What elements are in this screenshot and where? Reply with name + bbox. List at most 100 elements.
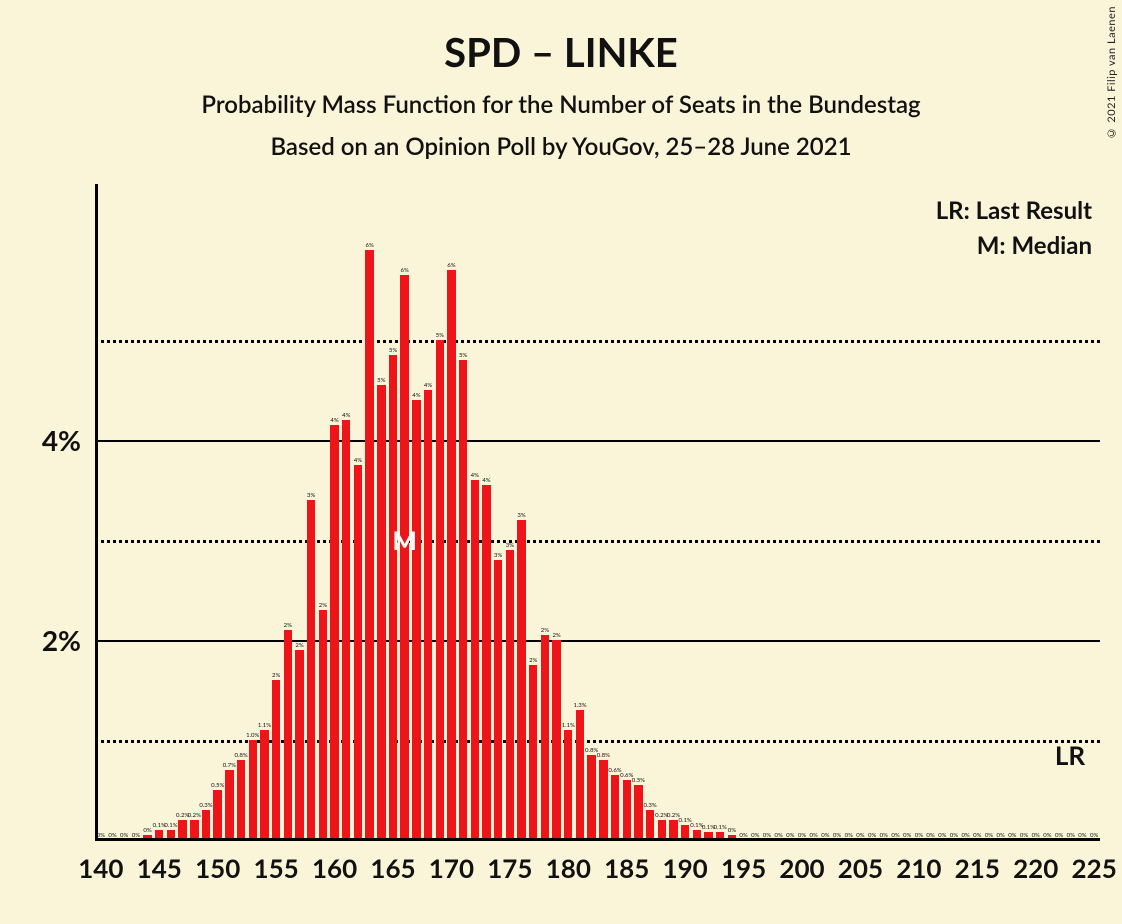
x-tick-label: 195 xyxy=(721,840,766,884)
bar: 1.0% xyxy=(249,740,257,840)
x-tick-label: 205 xyxy=(838,840,883,884)
bar-value-label: 0.3% xyxy=(643,803,656,810)
y-tick-label: 4% xyxy=(42,423,95,457)
x-tick-label: 190 xyxy=(663,840,708,884)
bar-value-label: 1.1% xyxy=(562,723,575,730)
legend-lr: LR: Last Result xyxy=(936,196,1092,225)
bar-value-label: 0.1% xyxy=(714,825,727,832)
gridline xyxy=(95,440,1100,442)
bar-value-label: 0.3% xyxy=(199,803,212,810)
bar: 0.3% xyxy=(646,810,654,840)
chart-subtitle-2: Based on an Opinion Poll by YouGov, 25–2… xyxy=(0,132,1122,161)
bar-value-label: 4% xyxy=(482,478,490,485)
bar-value-label: 0.5% xyxy=(211,783,224,790)
bar-value-label: 0% xyxy=(728,828,736,835)
bar-value-label: 6% xyxy=(401,268,409,275)
x-tick-label: 225 xyxy=(1072,840,1117,884)
x-tick-label: 175 xyxy=(487,840,532,884)
gridline xyxy=(95,340,1100,343)
bar-value-label: 4% xyxy=(412,393,420,400)
bar-value-label: 1.0% xyxy=(246,733,259,740)
bar: 2% xyxy=(529,665,537,840)
x-tick-label: 220 xyxy=(1013,840,1058,884)
legend: LR: Last Result M: Median xyxy=(936,196,1092,260)
bar-value-label: 5% xyxy=(377,378,385,385)
bar-value-label: 2% xyxy=(529,658,537,665)
bar: 2% xyxy=(541,635,549,840)
bar: 4% xyxy=(412,400,420,840)
bar: 2% xyxy=(272,680,280,840)
gridline xyxy=(95,640,1100,642)
bar-value-label: 0.8% xyxy=(234,753,247,760)
bar: 4% xyxy=(354,465,362,840)
bar-value-label: 3% xyxy=(494,553,502,560)
bar-value-label: 2% xyxy=(284,623,292,630)
bar-value-label: 5% xyxy=(389,348,397,355)
x-tick-label: 140 xyxy=(78,840,123,884)
bar: 0.2% xyxy=(190,820,198,840)
bar: 5% xyxy=(436,340,444,840)
x-tick-label: 165 xyxy=(370,840,415,884)
bar-value-label: 2% xyxy=(272,673,280,680)
bar-value-label: 2% xyxy=(319,603,327,610)
bar-value-label: 0.1% xyxy=(164,823,177,830)
bar-value-label: 0.7% xyxy=(223,763,236,770)
bar-value-label: 0.5% xyxy=(632,778,645,785)
bar: 5% xyxy=(459,360,467,840)
bar-value-label: 3% xyxy=(506,543,514,550)
bar: 6% xyxy=(365,250,373,840)
legend-m: M: Median xyxy=(936,231,1092,260)
chart-title: SPD – LINKE xyxy=(0,28,1122,76)
bar: 0.2% xyxy=(178,820,186,840)
bar: 0.8% xyxy=(237,760,245,840)
bar: 6% xyxy=(400,275,408,840)
bar: 4% xyxy=(471,480,479,840)
bar-value-label: 6% xyxy=(365,243,373,250)
bar: 2% xyxy=(284,630,292,840)
bar: 5% xyxy=(377,385,385,840)
bar-value-label: 2% xyxy=(552,633,560,640)
bar: 1.1% xyxy=(260,730,268,840)
bar: 1.3% xyxy=(576,710,584,840)
x-tick-label: 215 xyxy=(955,840,1000,884)
bar-value-label: 3% xyxy=(307,493,315,500)
bar-value-label: 0.2% xyxy=(188,813,201,820)
bar: 2% xyxy=(295,650,303,840)
bar: 6% xyxy=(447,270,455,840)
x-tick-label: 200 xyxy=(779,840,824,884)
bar: 0.6% xyxy=(611,775,619,840)
bar: 4% xyxy=(424,390,432,840)
bar: 5% xyxy=(389,355,397,840)
y-tick-label: 2% xyxy=(42,623,95,657)
bar-value-label: 4% xyxy=(471,473,479,480)
bar-value-label: 4% xyxy=(424,383,432,390)
chart-subtitle-1: Probability Mass Function for the Number… xyxy=(0,90,1122,119)
bar: 0.5% xyxy=(634,785,642,840)
bar-value-label: 1.3% xyxy=(573,703,586,710)
plot-area: LR: Last Result M: Median 2%4%0%0%0%0%0%… xyxy=(95,190,1100,840)
bar: 4% xyxy=(342,420,350,840)
bar: 0.5% xyxy=(213,790,221,840)
bar: 3% xyxy=(307,500,315,840)
gridline xyxy=(95,740,1100,743)
bar: 0.2% xyxy=(658,820,666,840)
bar-value-label: 6% xyxy=(447,263,455,270)
x-tick-label: 180 xyxy=(546,840,591,884)
bar-value-label: 2% xyxy=(295,643,303,650)
bar-value-label: 2% xyxy=(541,628,549,635)
x-tick-label: 150 xyxy=(195,840,240,884)
bar-value-label: 4% xyxy=(330,418,338,425)
last-result-marker: LR xyxy=(1055,739,1085,771)
bar: 3% xyxy=(517,520,525,840)
bar-value-label: 0% xyxy=(143,828,151,835)
chart-canvas: © 2021 Filip van Laenen SPD – LINKE Prob… xyxy=(0,0,1122,924)
gridline xyxy=(95,540,1100,543)
bar: 1.1% xyxy=(564,730,572,840)
x-tick-label: 160 xyxy=(312,840,357,884)
bar-value-label: 5% xyxy=(436,333,444,340)
bar: 0.2% xyxy=(669,820,677,840)
bar: 0.3% xyxy=(202,810,210,840)
bar: 2% xyxy=(319,610,327,840)
bar-value-label: 0.8% xyxy=(597,753,610,760)
bar: 0.8% xyxy=(599,760,607,840)
